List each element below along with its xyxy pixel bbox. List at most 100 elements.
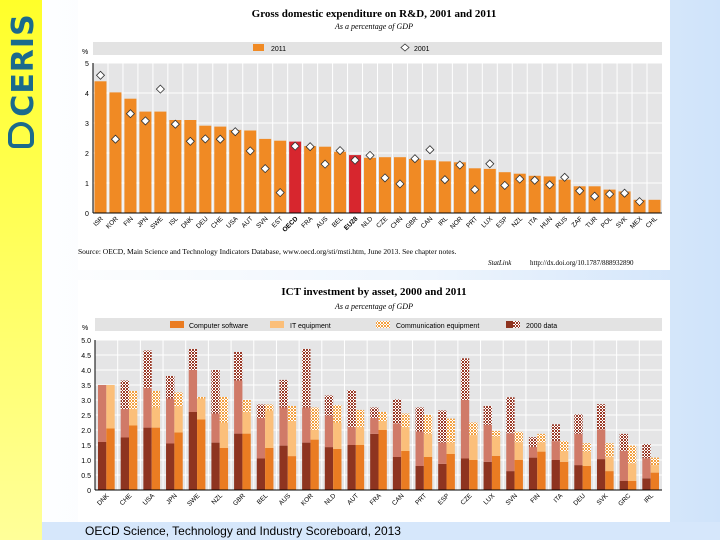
legend-diamond-icon xyxy=(400,43,410,52)
x-tick-label: SVK xyxy=(615,215,630,230)
bar-2000-software-usa xyxy=(143,427,152,490)
bar-2000-software-fra xyxy=(370,433,379,490)
bar-2000-it-fin xyxy=(528,446,538,458)
chart-title: ICT investment by asset, 2000 and 2011 xyxy=(281,286,466,298)
marker-2001-mex xyxy=(634,197,645,207)
marker-2001-can xyxy=(425,145,435,155)
legend-label-software: Computer software xyxy=(189,323,248,330)
marker-2001-nzl xyxy=(515,174,525,184)
bar-2011-jpn xyxy=(139,111,152,213)
x-tick-label: CHE xyxy=(119,492,134,507)
x-tick-label: CAN xyxy=(420,215,435,230)
y-tick-label: 1.0 xyxy=(81,458,91,465)
x-tick-label: SWE xyxy=(186,492,202,508)
bar-2000-software-irl xyxy=(642,478,651,490)
marker-2001-che xyxy=(215,134,225,144)
marker-2001-prt xyxy=(470,185,480,195)
x-tick-label: RUS xyxy=(554,215,569,230)
bar-2000-comm-bel xyxy=(256,404,266,418)
bar-2000-software-aus xyxy=(279,445,288,490)
x-tick-label: KOR xyxy=(300,492,315,507)
bar-2011-oecd xyxy=(289,141,302,213)
bar-2011-comm-nld xyxy=(333,405,342,423)
bar-2011-software-ita xyxy=(559,461,569,490)
marker-2001-ita xyxy=(530,175,540,185)
bar-2000-software-aut xyxy=(347,445,356,490)
bar-2000-comm-che xyxy=(120,380,130,409)
y-tick-label: 5 xyxy=(85,61,89,68)
bar-2000-it-swe xyxy=(188,370,198,412)
x-tick-label: USA xyxy=(142,492,157,507)
bar-2011-svn xyxy=(259,138,272,213)
marker-2001-bel xyxy=(335,146,345,156)
legend-swatch-comm xyxy=(376,321,390,328)
x-tick-label: NZL xyxy=(211,492,225,506)
bar-2000-it-aus xyxy=(279,407,288,446)
x-tick-label: IRL xyxy=(437,215,449,227)
bar-2000-it-ita xyxy=(551,441,560,460)
bar-2011-comm-nzl xyxy=(219,397,229,423)
bar-2000-it-jpn xyxy=(166,398,175,444)
bottom-band xyxy=(42,522,720,540)
x-tick-label: AUT xyxy=(346,492,360,506)
bar-2000-it-lux xyxy=(483,424,492,462)
x-tick-label: GRC xyxy=(617,492,632,507)
chart-subtitle: As a percentage of GDP xyxy=(334,22,413,31)
marker-2001-dnk xyxy=(185,136,195,146)
x-tick-label: LUX xyxy=(480,215,494,229)
bar-2011-ita xyxy=(528,175,541,213)
legend-label-it: IT equipment xyxy=(290,323,331,330)
bar-2011-it-lux xyxy=(491,436,501,456)
bar-2000-comm-svk xyxy=(596,404,606,430)
marker-2001-aut xyxy=(245,146,255,156)
bar-2000-it-che xyxy=(120,409,130,438)
x-tick-label: ISR xyxy=(92,215,105,228)
bar-2000-comm-aut xyxy=(347,390,356,427)
bar-2000-it-prt xyxy=(415,431,424,466)
bar-2000-software-can xyxy=(392,457,402,490)
marker-2001-lux xyxy=(485,159,495,169)
x-tick-label: CZE xyxy=(375,215,390,230)
marker-2001-fra xyxy=(305,142,315,152)
bar-2011-it-irl xyxy=(650,465,659,473)
bar-2000-comm-swe xyxy=(188,349,198,370)
x-tick-label: OECD xyxy=(281,215,299,233)
marker-2001-zaf xyxy=(575,186,585,196)
marker-2001-tur xyxy=(590,191,600,201)
bar-2000-comm-jpn xyxy=(166,376,175,399)
y-axis-unit: % xyxy=(82,49,88,56)
bar-2011-est xyxy=(274,140,287,213)
bar-2000-it-irl xyxy=(642,458,651,479)
bar-2000-software-gbr xyxy=(234,433,243,490)
legend-label-2000: 2000 data xyxy=(526,323,557,330)
bar-2000-it-kor xyxy=(302,407,311,443)
y-tick-label: 2.5 xyxy=(81,413,91,420)
bar-2000-it-dnk xyxy=(98,385,107,442)
bar-2000-it-bel xyxy=(256,418,266,459)
x-tick-label: ESP xyxy=(495,215,509,229)
bar-2000-software-nld xyxy=(324,447,334,490)
bar-2000-comm-prt xyxy=(415,407,424,432)
marker-2001-cze xyxy=(380,173,390,183)
marker-2001-nor xyxy=(455,160,465,170)
x-tick-label: FIN xyxy=(122,215,135,228)
bar-2011-comm-prt xyxy=(423,415,433,434)
x-tick-label: CAN xyxy=(391,492,406,507)
bar-2000-it-svn xyxy=(506,433,515,472)
marker-2001-svk xyxy=(620,188,630,198)
bar-2011-deu xyxy=(199,125,212,213)
bar-2011-it-usa xyxy=(151,407,161,428)
bar-2011-comm-jpn xyxy=(174,392,183,406)
y-tick-label: 4 xyxy=(85,91,89,98)
bar-2011-dnk xyxy=(184,120,197,213)
bar-2011-software-can xyxy=(401,451,410,490)
x-tick-label: ESP xyxy=(437,492,451,506)
bar-2000-it-can xyxy=(392,423,402,457)
y-axis-unit: % xyxy=(82,325,88,332)
bar-2011-comm-bel xyxy=(265,404,274,411)
bar-2000-it-nzl xyxy=(211,413,220,443)
bar-2011-it-nld xyxy=(333,422,342,449)
bar-2000-comm-kor xyxy=(302,349,311,408)
bar-2011-isl xyxy=(169,120,182,213)
bar-2011-nld xyxy=(364,157,376,213)
